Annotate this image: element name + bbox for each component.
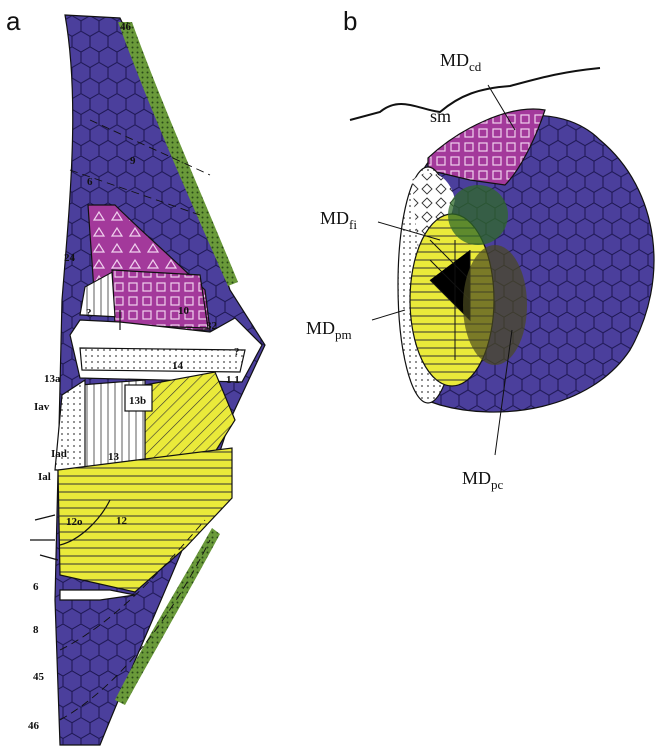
area-label: Iav [34, 401, 50, 413]
nucleus-subscript: pm [335, 327, 352, 342]
nucleus-subscript: cd [469, 59, 482, 74]
area-label: 6 [87, 176, 93, 188]
area-label: 10 [178, 305, 190, 317]
sulcus-label: sm [430, 106, 451, 126]
area-label: ? [86, 307, 92, 319]
area-label: 46 [120, 21, 132, 33]
area-label: 12 [116, 515, 128, 527]
panel-b-drawing [350, 68, 654, 455]
area-label: 13 [108, 451, 120, 463]
nucleus-label: MDfi [320, 208, 357, 232]
nucleus-name: MD [440, 50, 469, 70]
nucleus-label: MDcd [440, 50, 482, 74]
nucleus-subscript: pc [491, 477, 504, 492]
area-label: 9 [130, 155, 136, 167]
area-label: 1 1 [226, 374, 240, 386]
area-label: ? [234, 346, 240, 358]
area-label: 6 [33, 581, 39, 593]
area-label: 45 [33, 671, 45, 683]
nucleus-name: MD [462, 468, 491, 488]
area-label: 13a [44, 373, 61, 385]
panel-letter: b [343, 6, 357, 36]
nucleus-name: MD [320, 208, 349, 228]
nucleus-label: MDpc [462, 468, 504, 492]
area-label: Iad [51, 448, 67, 460]
area-label: 32 [206, 320, 218, 332]
nucleus-label: MDpm [306, 318, 352, 342]
area-label: 14 [172, 360, 184, 372]
area-label: 24 [64, 252, 76, 264]
nucleus-subscript: fi [349, 217, 357, 232]
area-label: 8 [33, 624, 39, 636]
area-label: 13b [129, 395, 146, 407]
nucleus-name: MD [306, 318, 335, 338]
panel-letter: a [6, 6, 21, 36]
figure: a b 46 9 6 24 32 10?? 14 1 1 13a Iav 13b Iad 13 Ial 12o 1… [0, 0, 665, 748]
area-label: 46 [28, 720, 40, 732]
area-label: 12o [66, 516, 83, 528]
area-label: Ial [38, 471, 51, 483]
